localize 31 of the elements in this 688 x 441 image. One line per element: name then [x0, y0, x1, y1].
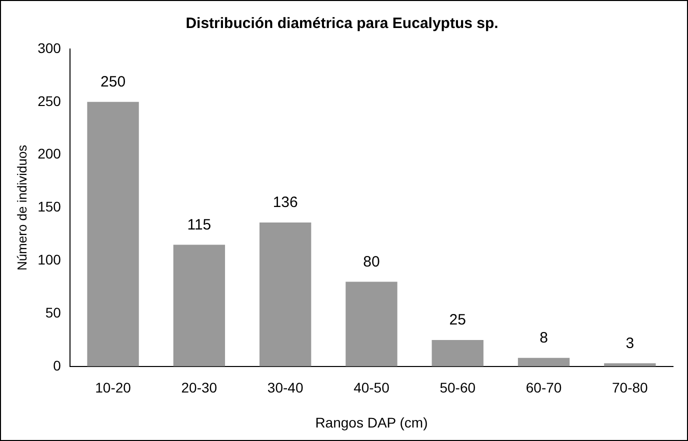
bar [173, 244, 226, 366]
x-axis-title: Rangos DAP (cm) [315, 414, 428, 430]
y-tick-label: 200 [38, 146, 62, 162]
x-tick-label: 60-70 [526, 380, 562, 396]
bar [432, 340, 484, 366]
y-tick-label: 50 [45, 304, 62, 320]
y-tick-label: 250 [38, 92, 62, 109]
bar [518, 358, 570, 366]
data-label: 8 [540, 330, 548, 347]
x-tick-label: 30-40 [267, 380, 304, 396]
x-tick-label: 50-60 [440, 380, 476, 396]
x-tick-label: 70-80 [612, 380, 648, 396]
data-label: 25 [449, 312, 466, 329]
y-axis-title: Número de individuos [14, 144, 30, 271]
bar [346, 282, 398, 366]
x-tick-label: 10-20 [95, 380, 132, 396]
x-tick-label: 40-50 [354, 380, 390, 396]
y-tick-label: 0 [53, 357, 62, 374]
bar [604, 363, 656, 366]
bar [259, 222, 312, 366]
y-tick-label: 150 [38, 198, 62, 215]
data-label: 80 [363, 253, 380, 270]
y-tick-label: 100 [38, 251, 62, 268]
data-label: 115 [187, 216, 212, 234]
data-label: 3 [626, 334, 634, 352]
data-label: 136 [272, 194, 298, 212]
x-tick-label: 20-30 [181, 380, 218, 396]
data-label: 250 [100, 74, 126, 91]
bar [87, 102, 139, 366]
y-tick-label: 300 [38, 40, 62, 56]
chart-title: Distribución diamétrica para Eucalyptus sp. [186, 15, 498, 32]
